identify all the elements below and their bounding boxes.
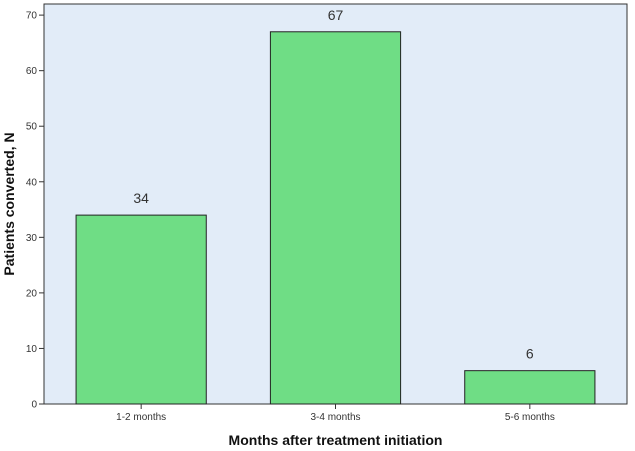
bar-2 (269, 31, 402, 405)
y-tick-label: 70 (26, 11, 38, 22)
y-tick-label: 30 (26, 233, 38, 244)
y-tick-label: 40 (26, 177, 38, 188)
bar-1 (75, 214, 207, 405)
y-tick-label: 60 (26, 66, 38, 77)
y-tick-label: 10 (26, 344, 38, 355)
y-tick-label: 50 (26, 122, 38, 133)
y-axis-title: Patients converted, N (1, 132, 17, 275)
data-label-2: 67 (328, 7, 344, 23)
x-tick-label: 1-2 months (116, 412, 166, 423)
data-labels: 34 67 6 (133, 7, 534, 362)
y-tick-label: 0 (31, 400, 37, 411)
data-label-3: 6 (526, 346, 534, 362)
x-tick-label: 5-6 months (505, 412, 555, 423)
y-axis: 0 10 20 30 40 50 60 70 (26, 11, 44, 411)
x-tick-label: 3-4 months (310, 412, 360, 423)
x-axis: 1-2 months 3-4 months 5-6 months (116, 404, 555, 423)
y-tick-label: 20 (26, 288, 38, 299)
bars (75, 31, 596, 405)
bar-3 (464, 370, 596, 405)
x-axis-title: Months after treatment initiation (229, 432, 443, 448)
data-label-1: 34 (133, 190, 149, 206)
